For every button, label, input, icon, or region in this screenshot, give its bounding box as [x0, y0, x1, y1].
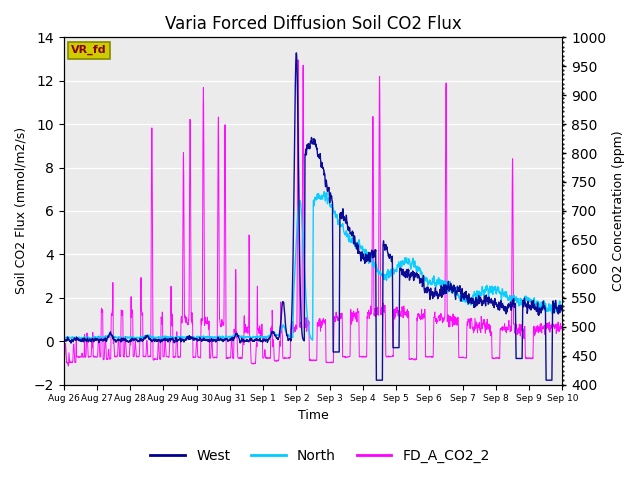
Title: Varia Forced Diffusion Soil CO2 Flux: Varia Forced Diffusion Soil CO2 Flux [164, 15, 461, 33]
X-axis label: Time: Time [298, 409, 328, 422]
Legend: West, North, FD_A_CO2_2: West, North, FD_A_CO2_2 [145, 443, 495, 468]
Y-axis label: CO2 Concentration (ppm): CO2 Concentration (ppm) [612, 131, 625, 291]
Y-axis label: Soil CO2 Flux (mmol/m2/s): Soil CO2 Flux (mmol/m2/s) [15, 127, 28, 295]
Text: VR_fd: VR_fd [71, 45, 107, 55]
